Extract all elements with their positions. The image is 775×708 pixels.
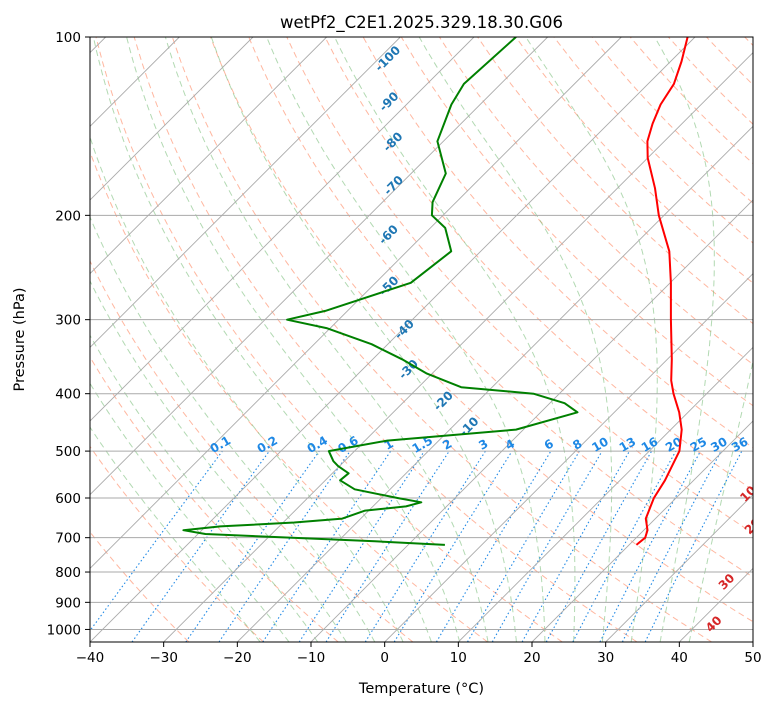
x-tick-label: 50 bbox=[744, 650, 761, 666]
mixing-ratio-line bbox=[325, 450, 450, 642]
mixing-ratio-lines bbox=[90, 450, 743, 642]
isobars bbox=[90, 37, 753, 630]
mixing-ratio-line bbox=[393, 450, 513, 642]
dry-adiabat-line bbox=[171, 37, 712, 642]
mixing-ratio-line bbox=[131, 450, 270, 642]
isotherm-line bbox=[90, 37, 622, 569]
dry-adiabat-line bbox=[286, 37, 753, 534]
x-tick-label: −20 bbox=[223, 650, 252, 666]
moist-adiabat-line bbox=[126, 37, 461, 642]
moist-adiabat-line bbox=[90, 426, 261, 642]
isotherm-line bbox=[605, 494, 753, 642]
isotherm-line bbox=[90, 37, 254, 201]
x-tick-label: −30 bbox=[149, 650, 178, 666]
moist-adiabat-line bbox=[654, 37, 715, 642]
isotherm-line bbox=[458, 346, 753, 642]
isotherm-line bbox=[90, 37, 696, 642]
y-tick-label: 500 bbox=[55, 444, 81, 460]
profiles bbox=[182, 37, 689, 546]
mixing-ratio-line bbox=[298, 450, 425, 642]
x-tick-label: 40 bbox=[671, 650, 688, 666]
dry-adiabat-line bbox=[248, 37, 753, 578]
moist-adiabat-line bbox=[90, 135, 404, 642]
x-tick-label: 0 bbox=[380, 650, 389, 666]
plot-frame bbox=[89, 36, 754, 643]
mixing-ratio-line bbox=[262, 450, 392, 642]
moist-adiabat-line bbox=[164, 37, 489, 642]
dry-adiabat-line bbox=[210, 37, 753, 623]
x-tick-label: −10 bbox=[297, 650, 326, 666]
y-tick-label: 600 bbox=[55, 491, 81, 507]
moist-adiabat-line bbox=[92, 37, 432, 642]
y-axis-label: Pressure (hPa) bbox=[12, 287, 28, 391]
x-tick-label: 20 bbox=[523, 650, 540, 666]
dry-adiabat-line bbox=[90, 445, 264, 642]
mixing-ratio-line bbox=[521, 450, 630, 642]
isotherm-line bbox=[90, 37, 401, 348]
x-axis: −40 −30 −20 −10 0 10 20 30 40 50 bbox=[76, 642, 762, 666]
temperature-line bbox=[635, 37, 689, 546]
chart-title: wetPf2_C2E1.2025.329.18.30.G06 bbox=[280, 13, 563, 33]
isotherms bbox=[90, 37, 753, 642]
dry-adiabat-line bbox=[90, 356, 339, 642]
mixing-ratio-line bbox=[545, 450, 653, 642]
moist-adiabat-line bbox=[210, 37, 517, 642]
mixing-ratio-line bbox=[644, 450, 743, 642]
moist-adiabat-line bbox=[90, 215, 376, 642]
dry-adiabat-line bbox=[515, 37, 753, 284]
mixing-ratio-line bbox=[185, 450, 320, 642]
mixing-ratio-line bbox=[572, 450, 677, 642]
isotherm-line bbox=[163, 52, 753, 642]
isotherm-line bbox=[384, 273, 753, 642]
isotherm-line bbox=[310, 199, 753, 642]
isotherm-line bbox=[531, 420, 753, 642]
moist-adiabat-line bbox=[688, 358, 753, 642]
dry-adiabat-line bbox=[95, 37, 563, 642]
dry-adiabat-label: 20 bbox=[742, 515, 764, 537]
y-tick-label: 200 bbox=[55, 208, 81, 224]
y-tick-label: 300 bbox=[55, 313, 81, 329]
dry-adiabat-line bbox=[324, 37, 753, 491]
moist-adiabat-line bbox=[90, 382, 290, 642]
dry-adiabat-line bbox=[90, 259, 414, 642]
mixing-ratio-line bbox=[90, 450, 223, 632]
y-tick-label: 400 bbox=[55, 387, 81, 403]
moist-adiabat-line bbox=[90, 334, 319, 642]
y-tick-label: 900 bbox=[55, 595, 81, 611]
isotherm-line bbox=[237, 125, 753, 642]
y-tick-label: 700 bbox=[55, 531, 81, 547]
mixing-ratio-line bbox=[218, 450, 351, 642]
x-axis-label: Temperature (°C) bbox=[358, 681, 484, 697]
x-tick-label: 10 bbox=[450, 650, 467, 666]
dewpoint-line bbox=[182, 37, 579, 546]
moist-adiabat-line bbox=[334, 37, 576, 642]
isotherm-line bbox=[90, 37, 475, 422]
x-tick-label: −40 bbox=[76, 650, 105, 666]
moist-adiabat-line bbox=[418, 37, 613, 642]
isotherm-line bbox=[90, 37, 548, 496]
isotherm-line bbox=[90, 37, 327, 275]
x-tick-label: 30 bbox=[597, 650, 614, 666]
y-tick-label: 800 bbox=[55, 565, 81, 581]
y-tick-label: 1000 bbox=[47, 622, 81, 638]
y-tick-label: 100 bbox=[55, 30, 81, 46]
y-axis: 100 200 300 400 500 600 700 800 900 1000 bbox=[47, 30, 90, 638]
moist-adiabat-line bbox=[525, 37, 658, 642]
